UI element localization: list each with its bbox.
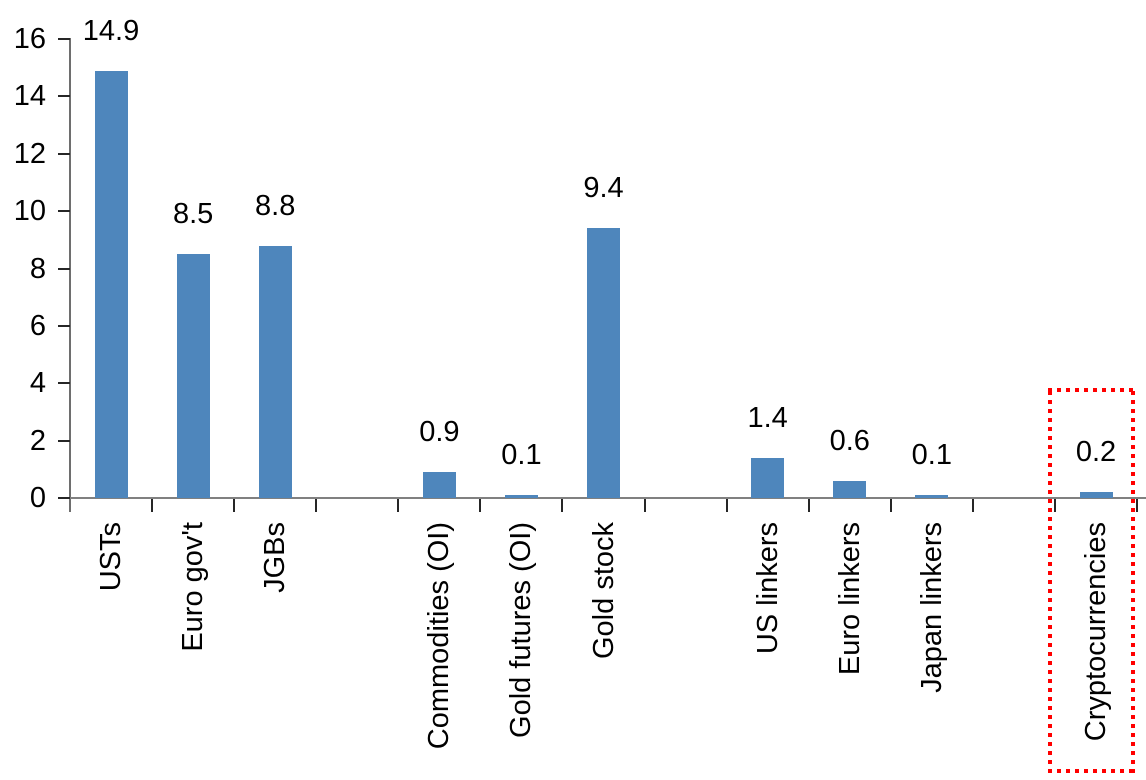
x-axis-tick xyxy=(725,499,728,512)
x-category-label: Japan linkers xyxy=(915,522,948,693)
x-category-label: Gold stock xyxy=(587,522,620,659)
y-axis-tick xyxy=(58,382,70,385)
x-axis-tick xyxy=(807,499,810,512)
y-axis-tick xyxy=(58,95,70,98)
x-axis-line xyxy=(69,497,1146,499)
bar-value-label: 1.4 xyxy=(747,401,788,434)
x-category-label: Euro gov't xyxy=(177,522,210,652)
x-category-label: JGBs xyxy=(259,522,292,593)
y-axis-tick-label: 4 xyxy=(29,367,46,400)
y-axis-tick-label: 2 xyxy=(29,424,46,457)
bar xyxy=(751,457,785,498)
bar xyxy=(915,495,949,498)
bar-value-label: 9.4 xyxy=(583,172,624,205)
bar xyxy=(587,228,621,498)
highlight-box xyxy=(1048,388,1135,773)
x-axis-tick xyxy=(971,499,974,512)
x-axis-tick xyxy=(151,499,154,512)
y-axis-tick-label: 10 xyxy=(13,195,46,228)
y-axis-tick xyxy=(58,152,70,155)
bar-value-label: 0.1 xyxy=(911,439,952,472)
x-category-label: Commodities (OI) xyxy=(423,522,456,750)
bar-value-label: 0.9 xyxy=(419,416,460,449)
y-axis-tick-label: 6 xyxy=(29,309,46,342)
y-axis-tick-label: 16 xyxy=(13,23,46,55)
bar-value-label: 8.5 xyxy=(172,198,214,231)
y-axis-tick-label: 12 xyxy=(13,137,46,170)
bar xyxy=(422,472,456,498)
y-axis-tick xyxy=(58,38,70,40)
y-axis-tick xyxy=(58,439,70,442)
x-axis-tick xyxy=(889,499,892,512)
y-axis-tick xyxy=(58,497,70,499)
x-axis-tick xyxy=(643,499,646,512)
bar xyxy=(94,70,128,498)
y-axis-tick xyxy=(58,210,70,213)
x-axis-tick xyxy=(1136,499,1139,512)
bar-value-label: 8.8 xyxy=(255,189,296,222)
x-axis-tick xyxy=(479,499,482,512)
bar-value-label: 14.9 xyxy=(82,14,140,47)
bar-value-label: 0.1 xyxy=(501,439,542,472)
x-axis-tick xyxy=(561,499,564,512)
x-category-label: Gold futures (OI) xyxy=(505,522,538,738)
y-axis-tick-label: 0 xyxy=(29,482,46,514)
y-axis-tick-label: 8 xyxy=(29,252,46,285)
bar xyxy=(176,254,210,498)
x-category-label: Euro linkers xyxy=(833,522,866,676)
y-axis-tick xyxy=(58,324,70,327)
y-axis-line xyxy=(69,38,71,512)
x-axis-tick xyxy=(233,499,236,512)
x-category-label: USTs xyxy=(95,522,128,592)
bar xyxy=(258,245,292,498)
x-axis-tick xyxy=(315,499,318,512)
y-axis-tick xyxy=(58,267,70,270)
bar-value-label: 0.6 xyxy=(829,424,870,457)
bar xyxy=(833,480,867,498)
x-category-label: US linkers xyxy=(751,522,784,655)
y-axis-tick-label: 14 xyxy=(13,80,46,113)
x-axis-tick xyxy=(397,499,400,512)
bar xyxy=(504,495,538,498)
